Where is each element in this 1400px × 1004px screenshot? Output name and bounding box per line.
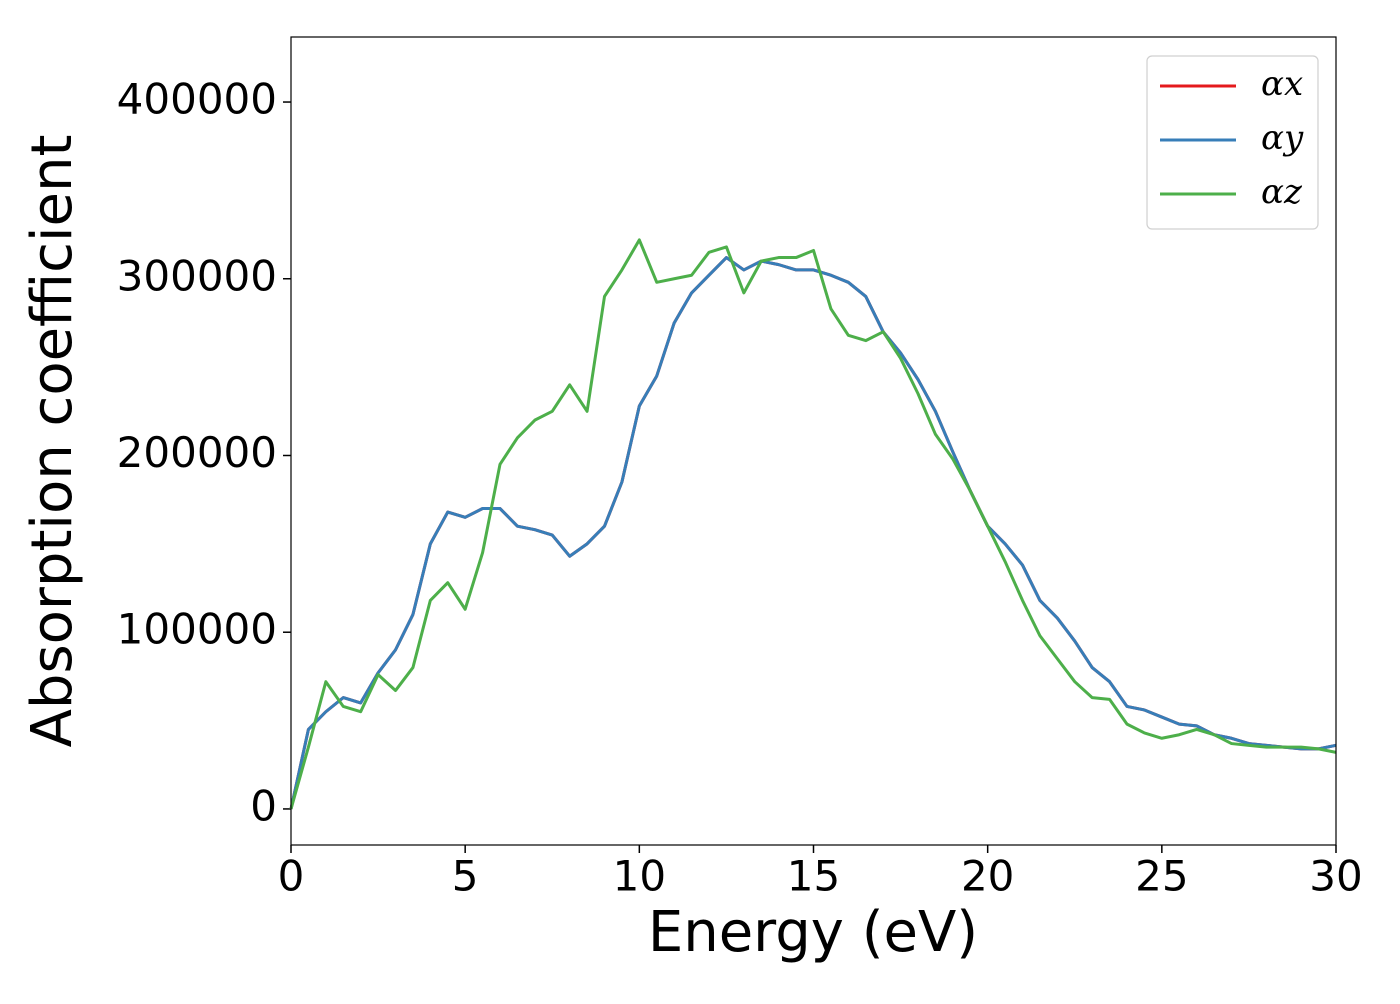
- legend-label: αz: [1261, 172, 1303, 212]
- x-tick-label: 20: [961, 852, 1014, 901]
- x-tick-label: 15: [787, 852, 840, 901]
- y-tick-label: 0: [250, 781, 277, 830]
- x-tick-label: 0: [278, 852, 305, 901]
- data-line: [289, 238, 1337, 810]
- data-line: [289, 256, 1337, 810]
- x-tick-label: 10: [613, 852, 666, 901]
- y-tick-label: 300000: [117, 251, 277, 300]
- y-axis-label: Absorption coefficient: [20, 135, 85, 748]
- y-tick-label: 100000: [117, 605, 277, 654]
- x-tick-label: 5: [452, 852, 479, 901]
- x-tick-label: 30: [1309, 852, 1362, 901]
- y-tick-label: 400000: [117, 75, 277, 124]
- y-tick-label: 200000: [117, 428, 277, 477]
- x-tick-label: 25: [1135, 852, 1188, 901]
- data-line: [289, 256, 1337, 810]
- legend-box: [1146, 55, 1319, 230]
- legend-label: αy: [1261, 118, 1304, 158]
- legend-label: αx: [1261, 64, 1303, 104]
- plot-frame: [290, 36, 1337, 846]
- x-axis-label: Energy (eV): [648, 900, 978, 965]
